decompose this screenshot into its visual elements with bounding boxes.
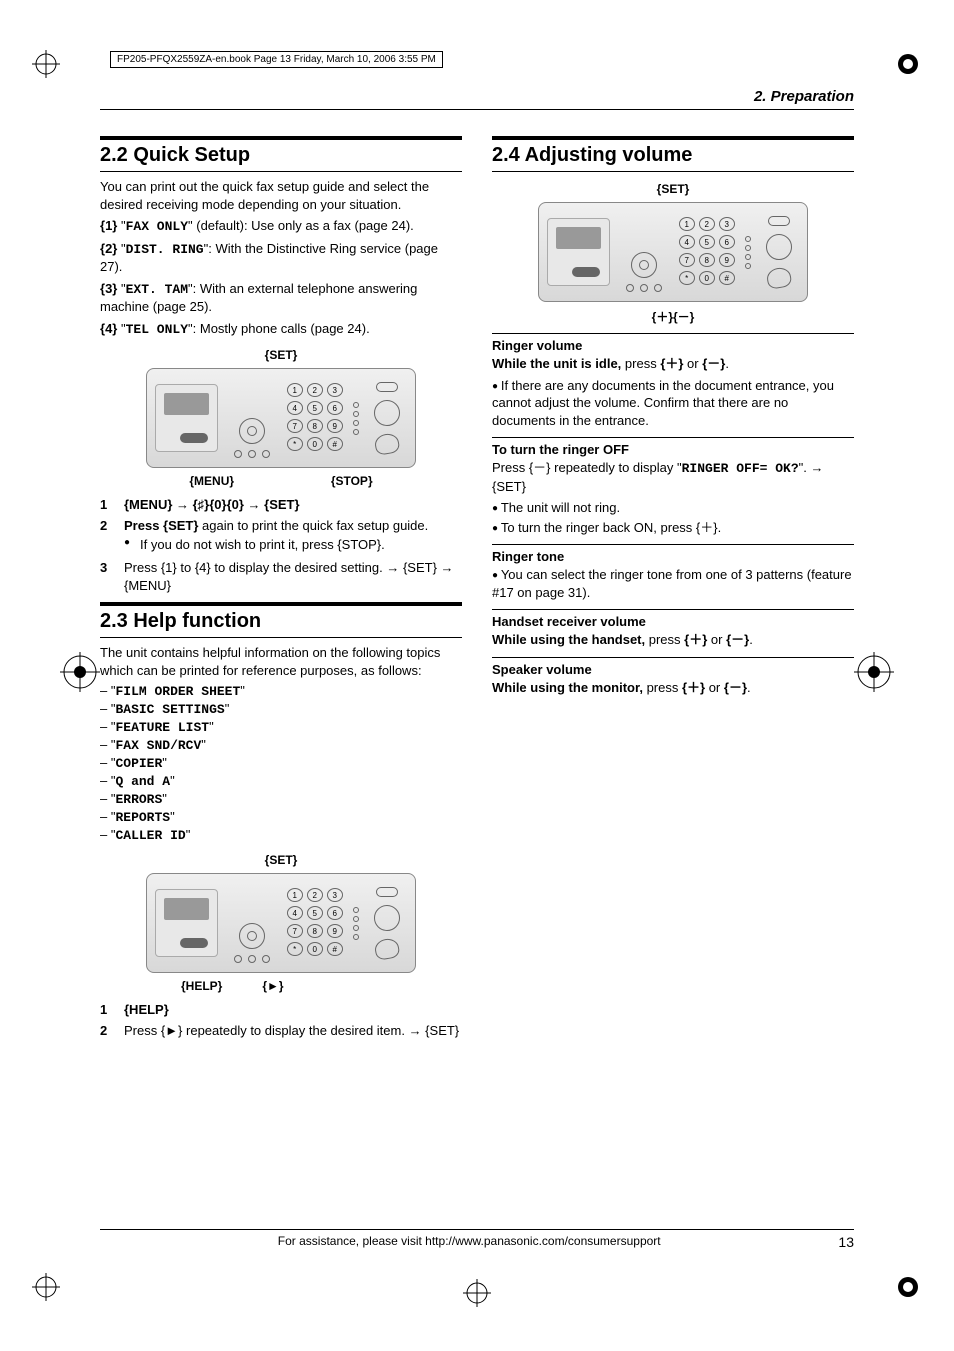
device-figure-3: {SET} 123 456 789 *0# {＋}{－}	[533, 182, 813, 325]
sec22-title: 2.2 Quick Setup	[100, 136, 462, 172]
sec23-step2: Press {►} repeatedly to display the desi…	[124, 1022, 459, 1040]
handset-head: Handset receiver volume	[492, 614, 854, 629]
sec23-title: 2.3 Help function	[100, 602, 462, 638]
sec23-step1: {HELP}	[124, 1001, 169, 1019]
fig2-bl-label: {HELP}	[181, 979, 222, 993]
ringer-off-b2: To turn the ringer back ON, press {＋}.	[492, 519, 854, 537]
ringer-tone-head: Ringer tone	[492, 549, 854, 564]
page-content: FP205-PFQX2559ZA-en.book Page 13 Friday,…	[100, 50, 854, 1300]
fig3-top-label: {SET}	[533, 182, 813, 196]
sec22-step1: {MENU} → {♯}{0}{0} → {SET}	[124, 496, 300, 514]
fig1-bl-label: {MENU}	[189, 474, 234, 488]
footer-text: For assistance, please visit http://www.…	[278, 1234, 661, 1250]
left-column: 2.2 Quick Setup You can print out the qu…	[100, 128, 462, 1043]
sec23-intro: The unit contains helpful information on…	[100, 644, 462, 679]
device-figure-1: {SET} 123 456 789 *0# {MENU} {STOP}	[141, 348, 421, 488]
fig1-br-label: {STOP}	[331, 474, 373, 488]
fig2-br-label: {►}	[262, 979, 283, 993]
page-number: 13	[838, 1234, 854, 1250]
sec22-step3: Press {1} to {4} to display the desired …	[124, 559, 462, 594]
fig1-top-label: {SET}	[141, 348, 421, 362]
right-column: 2.4 Adjusting volume {SET} 123 456 789 *…	[492, 128, 854, 1043]
mode-2: 2 "DIST. RING": With the Distinctive Rin…	[100, 240, 462, 276]
ringer-off-line: Press {－} repeatedly to display "RINGER …	[492, 459, 854, 495]
speaker-head: Speaker volume	[492, 662, 854, 677]
device-figure-2: {SET} 123 456 789 *0# {HELP} {►}	[141, 853, 421, 993]
doc-header: FP205-PFQX2559ZA-en.book Page 13 Friday,…	[110, 51, 443, 68]
mode-4: 4 "TEL ONLY": Mostly phone calls (page 2…	[100, 320, 462, 339]
chapter-title: 2. Preparation	[100, 88, 854, 110]
page-footer: For assistance, please visit http://www.…	[100, 1229, 854, 1250]
sec24-title: 2.4 Adjusting volume	[492, 136, 854, 172]
fig3-bottom-label: {＋}{－}	[533, 308, 813, 325]
ringer-off-head: To turn the ringer OFF	[492, 442, 854, 457]
speaker-line: While using the monitor, press {＋} or {－…	[492, 679, 854, 697]
ringer-bullet: If there are any documents in the docume…	[492, 377, 854, 430]
ringer-head: Ringer volume	[492, 338, 854, 353]
mode-3: 3 "EXT. TAM": With an external telephone…	[100, 280, 462, 316]
ringer-tone-bullet: You can select the ringer tone from one …	[492, 566, 854, 601]
sec23-topics: "FILM ORDER SHEET" "BASIC SETTINGS" "FEA…	[100, 683, 462, 843]
mode-1: 1 "FAX ONLY" (default): Use only as a fa…	[100, 217, 462, 236]
handset-line: While using the handset, press {＋} or {－…	[492, 631, 854, 649]
sec22-step2: Press {SET} again to print the quick fax…	[124, 517, 428, 556]
fig2-top-label: {SET}	[141, 853, 421, 867]
sec22-intro: You can print out the quick fax setup gu…	[100, 178, 462, 213]
ringer-off-b1: The unit will not ring.	[492, 499, 854, 517]
ringer-line: While the unit is idle, press {＋} or {－}…	[492, 355, 854, 373]
